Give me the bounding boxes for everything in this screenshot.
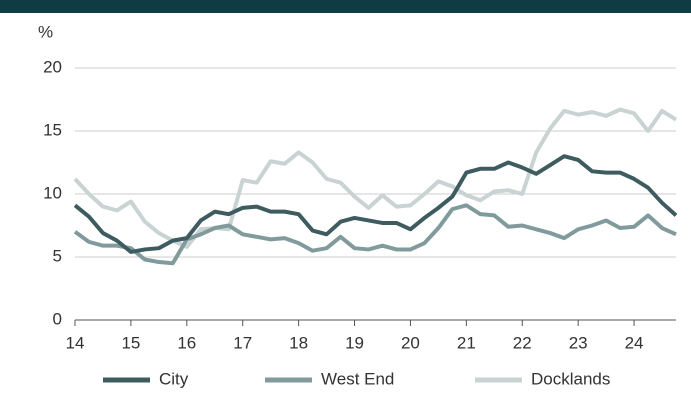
x-tick-label: 22 <box>513 333 532 352</box>
x-tick-label: 24 <box>625 333 644 352</box>
y-tick-label: 5 <box>53 246 62 265</box>
y-tick-label: 10 <box>43 183 62 202</box>
x-tick-label: 17 <box>233 333 252 352</box>
x-tick-label: 23 <box>569 333 588 352</box>
y-axis-label: % <box>38 22 53 41</box>
x-tick-label: 16 <box>177 333 196 352</box>
legend-label: City <box>159 369 189 388</box>
top-bar <box>0 0 691 13</box>
x-tick-label: 18 <box>289 333 308 352</box>
x-tick-label: 20 <box>401 333 420 352</box>
line-series <box>73 203 677 266</box>
y-tick-label: 0 <box>53 309 62 328</box>
x-tick-label: 19 <box>345 333 364 352</box>
x-tick-label: 14 <box>66 333 85 352</box>
y-tick-label: 15 <box>43 120 62 139</box>
x-tick-label: 15 <box>121 333 140 352</box>
legend-label: Docklands <box>531 369 610 388</box>
x-tick-label: 21 <box>457 333 476 352</box>
y-tick-label: 20 <box>43 57 62 76</box>
legend-label: West End <box>321 369 394 388</box>
line-series <box>73 154 678 254</box>
